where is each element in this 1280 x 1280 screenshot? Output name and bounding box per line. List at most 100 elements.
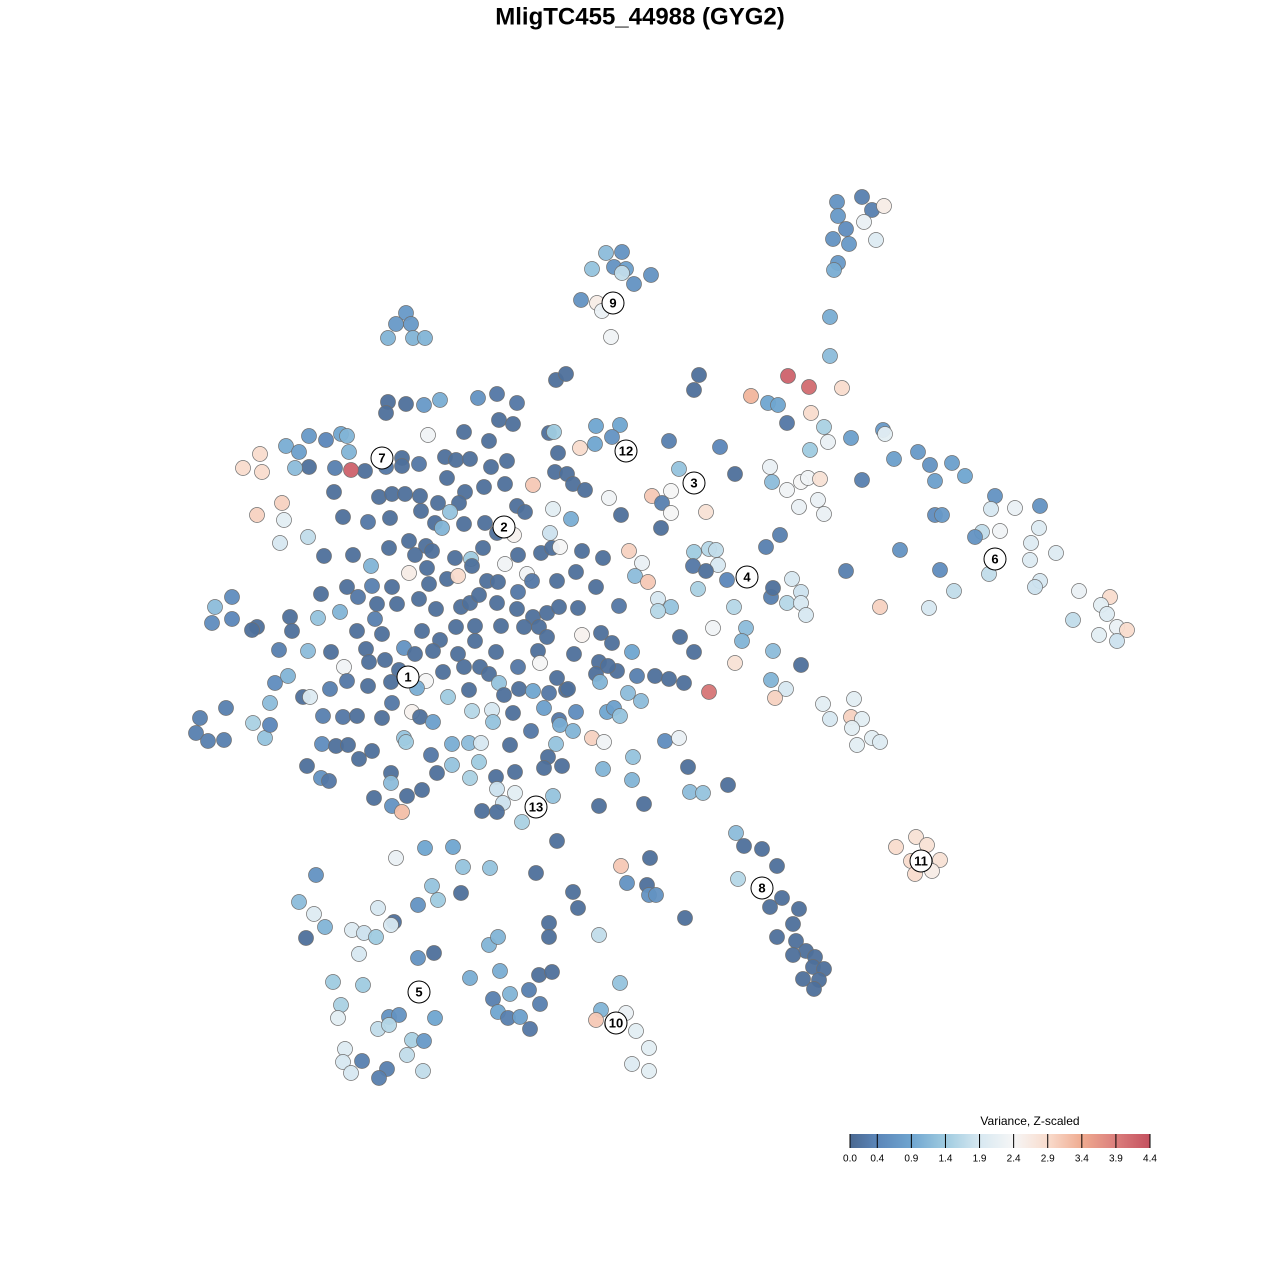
- point: [315, 708, 331, 724]
- point: [846, 691, 862, 707]
- point: [810, 492, 826, 508]
- point: [355, 977, 371, 993]
- point: [507, 764, 523, 780]
- point: [366, 790, 382, 806]
- point: [417, 840, 433, 856]
- point: [421, 576, 437, 592]
- point: [992, 523, 1008, 539]
- point: [574, 627, 590, 643]
- point: [485, 714, 501, 730]
- point: [544, 964, 560, 980]
- point: [572, 440, 588, 456]
- point: [216, 732, 232, 748]
- point: [317, 919, 333, 935]
- point: [510, 659, 526, 675]
- point: [388, 316, 404, 332]
- point: [482, 860, 498, 876]
- point: [591, 927, 607, 943]
- point: [677, 910, 693, 926]
- point: [407, 547, 423, 563]
- point: [822, 711, 838, 727]
- point: [345, 547, 361, 563]
- point: [663, 483, 679, 499]
- point: [384, 695, 400, 711]
- point: [698, 504, 714, 520]
- point: [854, 711, 870, 727]
- point: [267, 675, 283, 691]
- point: [414, 782, 430, 798]
- point: [946, 583, 962, 599]
- point: [462, 451, 478, 467]
- point: [698, 563, 714, 579]
- point: [672, 629, 688, 645]
- cluster-badge: [614, 439, 638, 463]
- point: [351, 946, 367, 962]
- point: [200, 733, 216, 749]
- point: [476, 479, 492, 495]
- point: [826, 262, 842, 278]
- point: [244, 622, 260, 638]
- points: [188, 189, 1135, 1086]
- point: [686, 544, 702, 560]
- point: [473, 735, 489, 751]
- point: [648, 887, 664, 903]
- point: [619, 875, 635, 891]
- point: [1091, 627, 1107, 643]
- point: [560, 681, 576, 697]
- point: [235, 460, 251, 476]
- cluster-label: 11: [914, 853, 928, 868]
- point: [389, 596, 405, 612]
- point: [587, 436, 603, 452]
- point: [762, 459, 778, 475]
- point: [447, 550, 463, 566]
- point: [876, 198, 892, 214]
- point: [820, 434, 836, 450]
- point: [829, 194, 845, 210]
- point: [525, 683, 541, 699]
- point: [464, 703, 480, 719]
- point: [381, 1017, 397, 1033]
- point: [360, 514, 376, 530]
- point: [588, 579, 604, 595]
- point: [536, 700, 552, 716]
- point: [276, 512, 292, 528]
- point: [922, 457, 938, 473]
- point: [423, 747, 439, 763]
- point: [854, 189, 870, 205]
- point: [822, 348, 838, 364]
- point: [769, 858, 785, 874]
- point: [369, 596, 385, 612]
- point: [566, 646, 582, 662]
- point: [224, 589, 240, 605]
- cluster-badge: [601, 291, 625, 315]
- point: [415, 1063, 431, 1079]
- point: [769, 929, 785, 945]
- point: [892, 542, 908, 558]
- point: [410, 897, 426, 913]
- point: [778, 681, 794, 697]
- point: [330, 1010, 346, 1026]
- point: [604, 429, 620, 445]
- point: [399, 1047, 415, 1063]
- point: [514, 814, 530, 830]
- point: [802, 442, 818, 458]
- point: [456, 424, 472, 440]
- point: [381, 540, 397, 556]
- point: [738, 620, 754, 636]
- point: [967, 529, 983, 545]
- point: [910, 444, 926, 460]
- point: [188, 725, 204, 741]
- point: [541, 929, 557, 945]
- point: [360, 678, 376, 694]
- point: [370, 900, 386, 916]
- point: [872, 734, 888, 750]
- point: [302, 689, 318, 705]
- point: [720, 777, 736, 793]
- colorbar-tick-label: 3.9: [1109, 1154, 1123, 1165]
- point: [591, 798, 607, 814]
- point: [574, 543, 590, 559]
- point: [598, 245, 614, 261]
- point: [774, 890, 790, 906]
